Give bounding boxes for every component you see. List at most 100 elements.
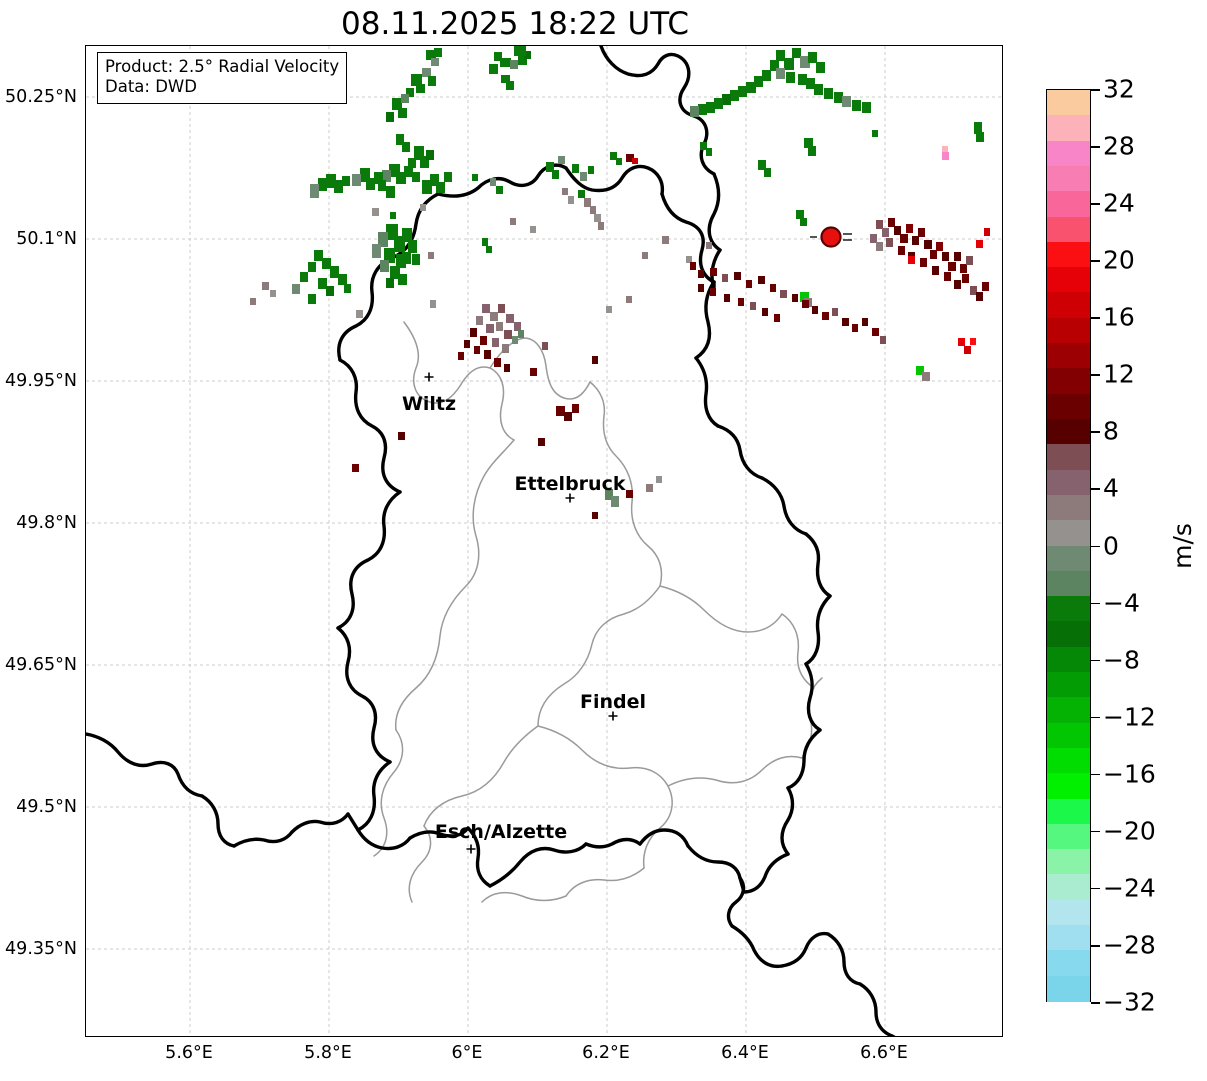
colorbar-band (1047, 165, 1090, 193)
colorbar-band (1047, 849, 1090, 876)
product-info-box: Product: 2.5° Radial Velocity Data: DWD (97, 52, 348, 104)
city-marker-esch-alzette (466, 844, 476, 854)
x-tick-label-3: 6.2°E (582, 1043, 630, 1063)
colorbar-tick (1091, 374, 1100, 376)
radar-echoes-green-northwest (310, 46, 531, 288)
colorbar-band (1047, 191, 1090, 218)
colorbar-band (1047, 798, 1090, 825)
colorbar-band (1047, 115, 1090, 142)
y-tick-label-6: 49.35°N (5, 939, 77, 959)
colorbar-band (1047, 975, 1090, 1003)
colorbar-tick (1091, 1002, 1100, 1004)
city-marker-ettelbruck (565, 493, 575, 503)
x-tick-label-4: 6.4°E (721, 1043, 769, 1063)
grid-lines (86, 46, 1002, 1036)
y-tick-label-3: 49.8°N (16, 513, 77, 533)
colorbar-tick-label: 24 (1103, 188, 1135, 218)
colorbar-tick (1091, 545, 1100, 548)
map-canvas (86, 46, 1002, 1036)
colorbar-tick-label: −24 (1103, 873, 1156, 903)
colorbar-band (1047, 393, 1090, 421)
map-plot-area[interactable]: Wiltz Ettelbruck Findel Esch/Alzette (85, 45, 1003, 1037)
colorbar-band (1047, 899, 1090, 927)
page-title: 08.11.2025 18:22 UTC (341, 6, 689, 42)
y-tick-label-0: 50.25°N (5, 87, 77, 107)
colorbar-tick-label: −16 (1103, 759, 1156, 789)
colorbar-band (1047, 267, 1090, 294)
city-label-ettelbruck: Ettelbruck (514, 473, 626, 495)
colorbar-tick-label: 0 (1103, 531, 1119, 560)
colorbar-tick-label: 8 (1103, 416, 1119, 446)
colorbar-tick (1091, 317, 1100, 319)
colorbar-band (1047, 570, 1090, 598)
national-borders (86, 46, 896, 1036)
colorbar-band (1047, 469, 1090, 496)
colorbar-tick (1091, 203, 1100, 205)
colorbar-band (1047, 621, 1090, 648)
colorbar-tick-label: 4 (1103, 473, 1119, 503)
radar-echoes-grey-speckle (250, 204, 712, 318)
colorbar-tick (1091, 944, 1100, 947)
colorbar-tick (1091, 260, 1100, 262)
colorbar-tick (1091, 602, 1100, 605)
y-tick-label-5: 49.5°N (16, 797, 77, 817)
city-marker-wiltz (424, 372, 434, 382)
colorbar-band (1047, 444, 1090, 471)
radar-site-marker (810, 226, 852, 248)
radar-echoes-darkred-east (352, 154, 990, 519)
colorbar-band (1047, 90, 1090, 117)
colorbar-band (1047, 596, 1090, 623)
colorbar-tick (1091, 773, 1100, 776)
colorbar-band (1047, 672, 1090, 699)
colorbar-tick-label: 28 (1103, 131, 1135, 161)
colorbar-band (1047, 697, 1090, 724)
x-tick-label-5: 6.6°E (860, 1043, 908, 1063)
colorbar-tick-label: −32 (1103, 987, 1156, 1017)
colorbar-band (1047, 418, 1090, 446)
colorbar-band (1047, 545, 1090, 572)
product-line: Product: 2.5° Radial Velocity (105, 57, 340, 76)
colorbar-band (1047, 494, 1090, 522)
city-marker-findel (608, 711, 618, 721)
colorbar-band (1047, 216, 1090, 243)
data-source-line: Data: DWD (105, 77, 197, 97)
city-label-wiltz: Wiltz (401, 393, 457, 415)
colorbar-band (1047, 241, 1090, 269)
colorbar-tick-label: −20 (1103, 816, 1156, 846)
colorbar-tick (1091, 488, 1100, 491)
radar-echo-near-ettelbruck (605, 489, 619, 507)
colorbar-tick-label: 12 (1103, 359, 1135, 389)
colorbar-gradient (1047, 90, 1090, 1003)
radar-echoes-green-scatter (292, 122, 984, 307)
colorbar-tick (1091, 146, 1100, 148)
colorbar-band (1047, 773, 1090, 800)
y-tick-label-2: 49.95°N (5, 371, 77, 391)
city-label-findel: Findel (579, 691, 647, 713)
city-label-esch-alzette: Esch/Alzette (434, 821, 568, 843)
colorbar-band (1047, 140, 1090, 167)
colorbar-band (1047, 950, 1090, 977)
colorbar-band (1047, 747, 1090, 775)
colorbar-band (1047, 722, 1090, 750)
colorbar-tick-label: 20 (1103, 245, 1135, 275)
y-tick-label-4: 49.65°N (5, 655, 77, 675)
radar-echoes-green-north (690, 48, 871, 117)
colorbar-tick (1091, 716, 1100, 719)
colorbar[interactable] (1046, 89, 1091, 1003)
colorbar-band (1047, 823, 1090, 851)
x-tick-label-0: 5.6°E (165, 1043, 213, 1063)
colorbar-band (1047, 292, 1090, 319)
colorbar-tick-label: 16 (1103, 302, 1135, 332)
colorbar-tick-label: −4 (1103, 588, 1140, 618)
colorbar-band (1047, 646, 1090, 674)
colorbar-band (1047, 520, 1090, 547)
colorbar-tick (1091, 830, 1100, 833)
y-tick-label-1: 50.1°N (16, 229, 77, 249)
x-tick-label-1: 5.8°E (304, 1043, 352, 1063)
colorbar-band (1047, 317, 1090, 345)
colorbar-tick-label: −12 (1103, 702, 1156, 732)
colorbar-tick-label: −28 (1103, 930, 1156, 960)
colorbar-tick (1091, 431, 1100, 433)
colorbar-band (1047, 925, 1090, 952)
